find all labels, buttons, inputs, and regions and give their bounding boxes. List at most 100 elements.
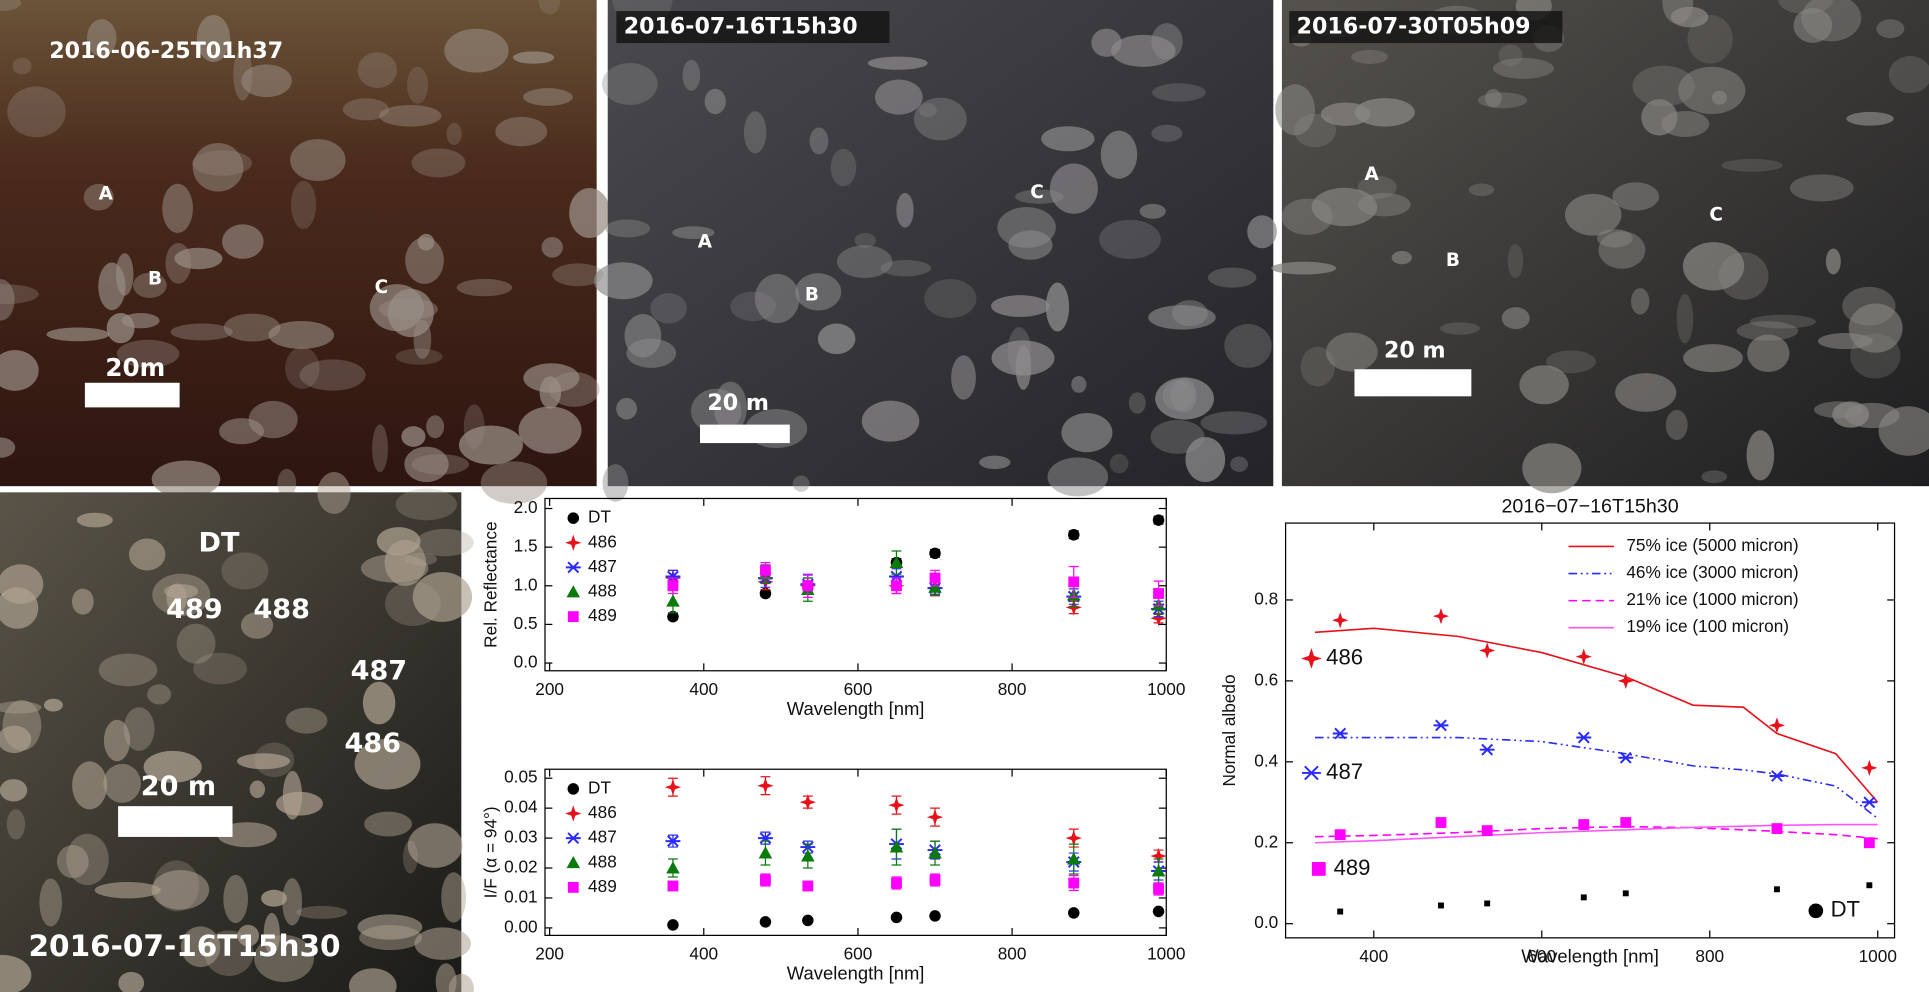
rock	[1736, 321, 1799, 341]
rock	[285, 347, 320, 390]
rock	[435, 963, 457, 992]
point	[1337, 908, 1344, 915]
rock	[1844, 402, 1900, 429]
point	[1575, 648, 1592, 665]
rock	[444, 28, 509, 73]
legend-label: 489	[1334, 855, 1371, 880]
point	[928, 580, 942, 593]
rock	[867, 56, 928, 70]
rock	[1842, 286, 1896, 326]
rock	[1793, 7, 1833, 43]
rock	[1207, 267, 1257, 288]
legend-marker	[1301, 765, 1321, 781]
rock	[0, 350, 39, 391]
point	[1580, 894, 1587, 901]
rock	[72, 761, 108, 810]
scale-label: 20m	[105, 353, 165, 382]
point	[1150, 610, 1167, 627]
scale-label: 20 m	[1384, 337, 1446, 363]
point	[802, 580, 814, 592]
rock	[548, 371, 600, 407]
rock	[1357, 175, 1397, 200]
rock	[7, 86, 66, 138]
rock	[196, 14, 231, 63]
rock	[43, 698, 63, 712]
rock	[405, 237, 444, 284]
rock	[143, 750, 202, 783]
y-tick-label: 0.02	[504, 857, 538, 877]
rock	[285, 707, 328, 734]
rock	[1008, 230, 1053, 260]
scale-bar	[700, 424, 790, 444]
rock	[192, 142, 244, 192]
feature-label: A	[99, 183, 114, 204]
photo-panel: 2016-07-30T05h09 A B C 20 m	[1271, 0, 1929, 494]
rock	[861, 400, 920, 442]
rock	[1311, 187, 1378, 227]
rock	[151, 870, 210, 910]
feature-label: A	[1365, 164, 1380, 185]
feature-label: B	[148, 268, 162, 289]
point	[760, 564, 771, 576]
rock	[39, 878, 62, 927]
rock	[1354, 98, 1415, 127]
rock	[875, 79, 923, 115]
legend-marker	[565, 832, 581, 845]
rock	[626, 338, 677, 368]
rock	[296, 905, 348, 919]
rock	[569, 187, 611, 238]
point	[802, 914, 814, 927]
rock	[223, 874, 248, 924]
rock	[1615, 373, 1677, 412]
point	[1479, 642, 1496, 659]
rock	[456, 278, 513, 297]
rock	[1155, 377, 1214, 420]
rock	[1230, 456, 1249, 472]
rock	[1678, 66, 1746, 114]
rock	[46, 327, 110, 342]
point	[1432, 608, 1450, 625]
feature-label: 489	[166, 594, 222, 625]
rock	[282, 770, 303, 820]
point	[1479, 743, 1495, 756]
point	[1861, 796, 1877, 809]
point	[1576, 731, 1592, 744]
rock	[415, 528, 474, 557]
rock	[277, 468, 297, 498]
rock	[0, 701, 42, 714]
feature-label: 487	[351, 655, 407, 686]
rock	[1015, 344, 1032, 390]
rock	[1665, 409, 1688, 441]
point	[667, 880, 679, 892]
rock	[1492, 57, 1554, 79]
rock	[282, 878, 303, 926]
point	[929, 910, 941, 922]
rock	[1846, 111, 1894, 126]
y-tick-label: 0.03	[504, 827, 538, 847]
model-line	[1314, 825, 1878, 840]
rock	[1185, 436, 1226, 483]
rock	[241, 64, 292, 98]
legend-label: 486	[1326, 644, 1363, 669]
feature-label: B	[1446, 250, 1460, 271]
rock	[1789, 174, 1854, 202]
point	[1481, 825, 1493, 837]
rock	[222, 224, 264, 259]
legend-label: DT	[588, 777, 611, 797]
y-tick-label: 0.01	[504, 887, 538, 907]
point	[799, 794, 816, 811]
rock	[76, 512, 113, 528]
x-tick-label: 800	[998, 944, 1027, 964]
rock	[650, 293, 687, 324]
rock	[128, 538, 166, 571]
feature-label: DT	[199, 527, 240, 558]
point	[1065, 599, 1082, 616]
rock	[0, 725, 32, 754]
rock	[263, 912, 280, 955]
rock	[372, 424, 388, 473]
legend-marker	[566, 856, 581, 869]
rock	[12, 57, 32, 75]
rock	[512, 51, 555, 64]
rock	[1047, 457, 1109, 497]
